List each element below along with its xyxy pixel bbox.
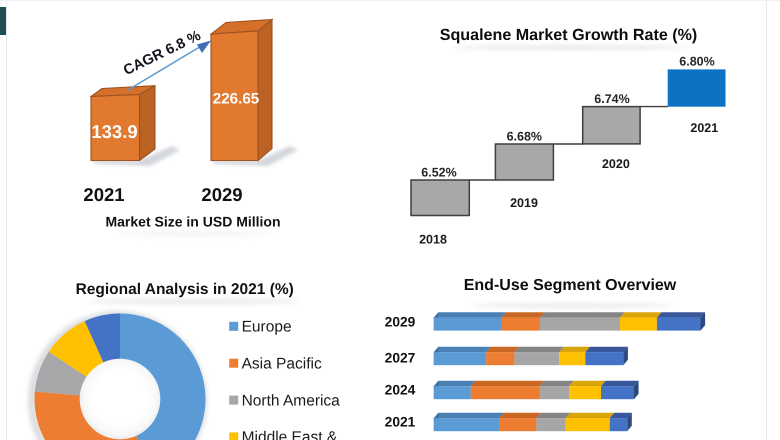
svg-text:Middle East &: Middle East & — [242, 429, 338, 440]
svg-text:Asia Pacific: Asia Pacific — [242, 355, 322, 372]
svg-text:North America: North America — [242, 392, 341, 409]
svg-text:Market Size in USD Million: Market Size in USD Million — [105, 214, 280, 230]
svg-text:2027: 2027 — [385, 350, 416, 365]
svg-text:226.65: 226.65 — [213, 91, 260, 108]
svg-text:2018: 2018 — [419, 233, 447, 247]
svg-text:2029: 2029 — [201, 184, 242, 205]
svg-text:2021: 2021 — [690, 121, 718, 135]
svg-text:Regional Analysis in 2021 (%): Regional Analysis in 2021 (%) — [76, 281, 294, 298]
svg-text:2021: 2021 — [83, 184, 124, 205]
svg-text:CAGR 6.8 %: CAGR 6.8 % — [121, 28, 203, 79]
svg-text:6.80%: 6.80% — [679, 55, 714, 69]
svg-text:Europe: Europe — [242, 319, 292, 336]
svg-text:2024: 2024 — [385, 383, 416, 398]
svg-text:6.74%: 6.74% — [594, 92, 629, 106]
svg-text:6.52%: 6.52% — [421, 166, 456, 180]
svg-text:Squalene Market Growth Rate (%: Squalene Market Growth Rate (%) — [440, 26, 698, 44]
svg-text:133.9: 133.9 — [91, 121, 137, 142]
svg-text:6.68%: 6.68% — [507, 130, 542, 144]
svg-text:2029: 2029 — [385, 314, 416, 329]
svg-text:2019: 2019 — [510, 196, 538, 210]
svg-text:2020: 2020 — [602, 157, 630, 171]
svg-text:2021: 2021 — [385, 415, 416, 430]
